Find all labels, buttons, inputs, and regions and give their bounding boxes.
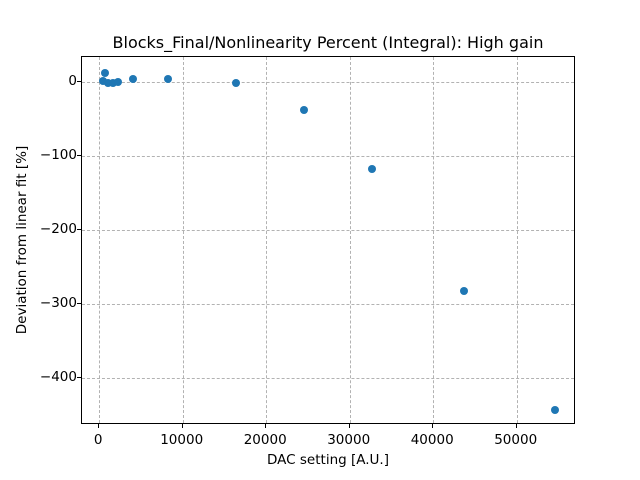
- chart-title: Blocks_Final/Nonlinearity Percent (Integ…: [112, 33, 544, 52]
- data-point: [459, 287, 468, 296]
- data-point: [163, 75, 172, 84]
- data-point: [108, 78, 117, 87]
- y-tick-mark: [77, 155, 81, 156]
- y-tick-mark: [77, 376, 81, 378]
- x-gridline: [433, 57, 435, 423]
- y-gridline: [82, 303, 574, 305]
- y-gridline: [82, 156, 574, 157]
- x-tick-mark: [265, 424, 267, 428]
- y-gridline: [82, 82, 574, 84]
- x-tick-label: 20000: [243, 432, 287, 448]
- data-point: [129, 75, 138, 84]
- x-tick-label: 40000: [410, 432, 454, 448]
- x-axis-label: DAC setting [A.U.]: [267, 452, 389, 468]
- data-point: [232, 78, 241, 87]
- x-tick-mark: [348, 424, 350, 428]
- x-gridline: [266, 57, 268, 423]
- x-gridline: [349, 57, 351, 423]
- y-tick-mark: [77, 302, 81, 304]
- data-point: [550, 405, 559, 414]
- data-point: [99, 76, 108, 85]
- y-tick-label: −400: [39, 368, 77, 385]
- y-tick-mark: [77, 81, 81, 83]
- x-tick-label: 10000: [160, 432, 204, 448]
- x-tick-label: 0: [93, 432, 103, 448]
- x-gridline: [99, 57, 101, 423]
- x-gridline: [182, 57, 184, 423]
- x-tick-mark: [98, 424, 100, 428]
- data-point: [368, 165, 377, 174]
- plot-area: [81, 56, 575, 424]
- y-gridline: [82, 377, 574, 379]
- data-point: [100, 68, 109, 77]
- y-tick-label: 0: [68, 73, 77, 90]
- y-tick-label: −300: [39, 294, 77, 311]
- data-point: [300, 105, 309, 114]
- y-tick-label: −200: [39, 220, 77, 237]
- x-tick-label: 50000: [494, 432, 538, 448]
- x-tick-mark: [515, 424, 517, 428]
- x-gridline: [516, 57, 518, 423]
- y-tick-label: −100: [39, 147, 77, 163]
- y-tick-mark: [77, 228, 81, 230]
- data-point: [103, 78, 112, 87]
- x-tick-mark: [181, 424, 183, 428]
- x-tick-mark: [432, 424, 434, 428]
- y-gridline: [82, 229, 574, 231]
- y-axis-label: Deviation from linear fit [%]: [14, 145, 30, 335]
- x-tick-label: 30000: [327, 432, 371, 448]
- data-point: [113, 78, 122, 87]
